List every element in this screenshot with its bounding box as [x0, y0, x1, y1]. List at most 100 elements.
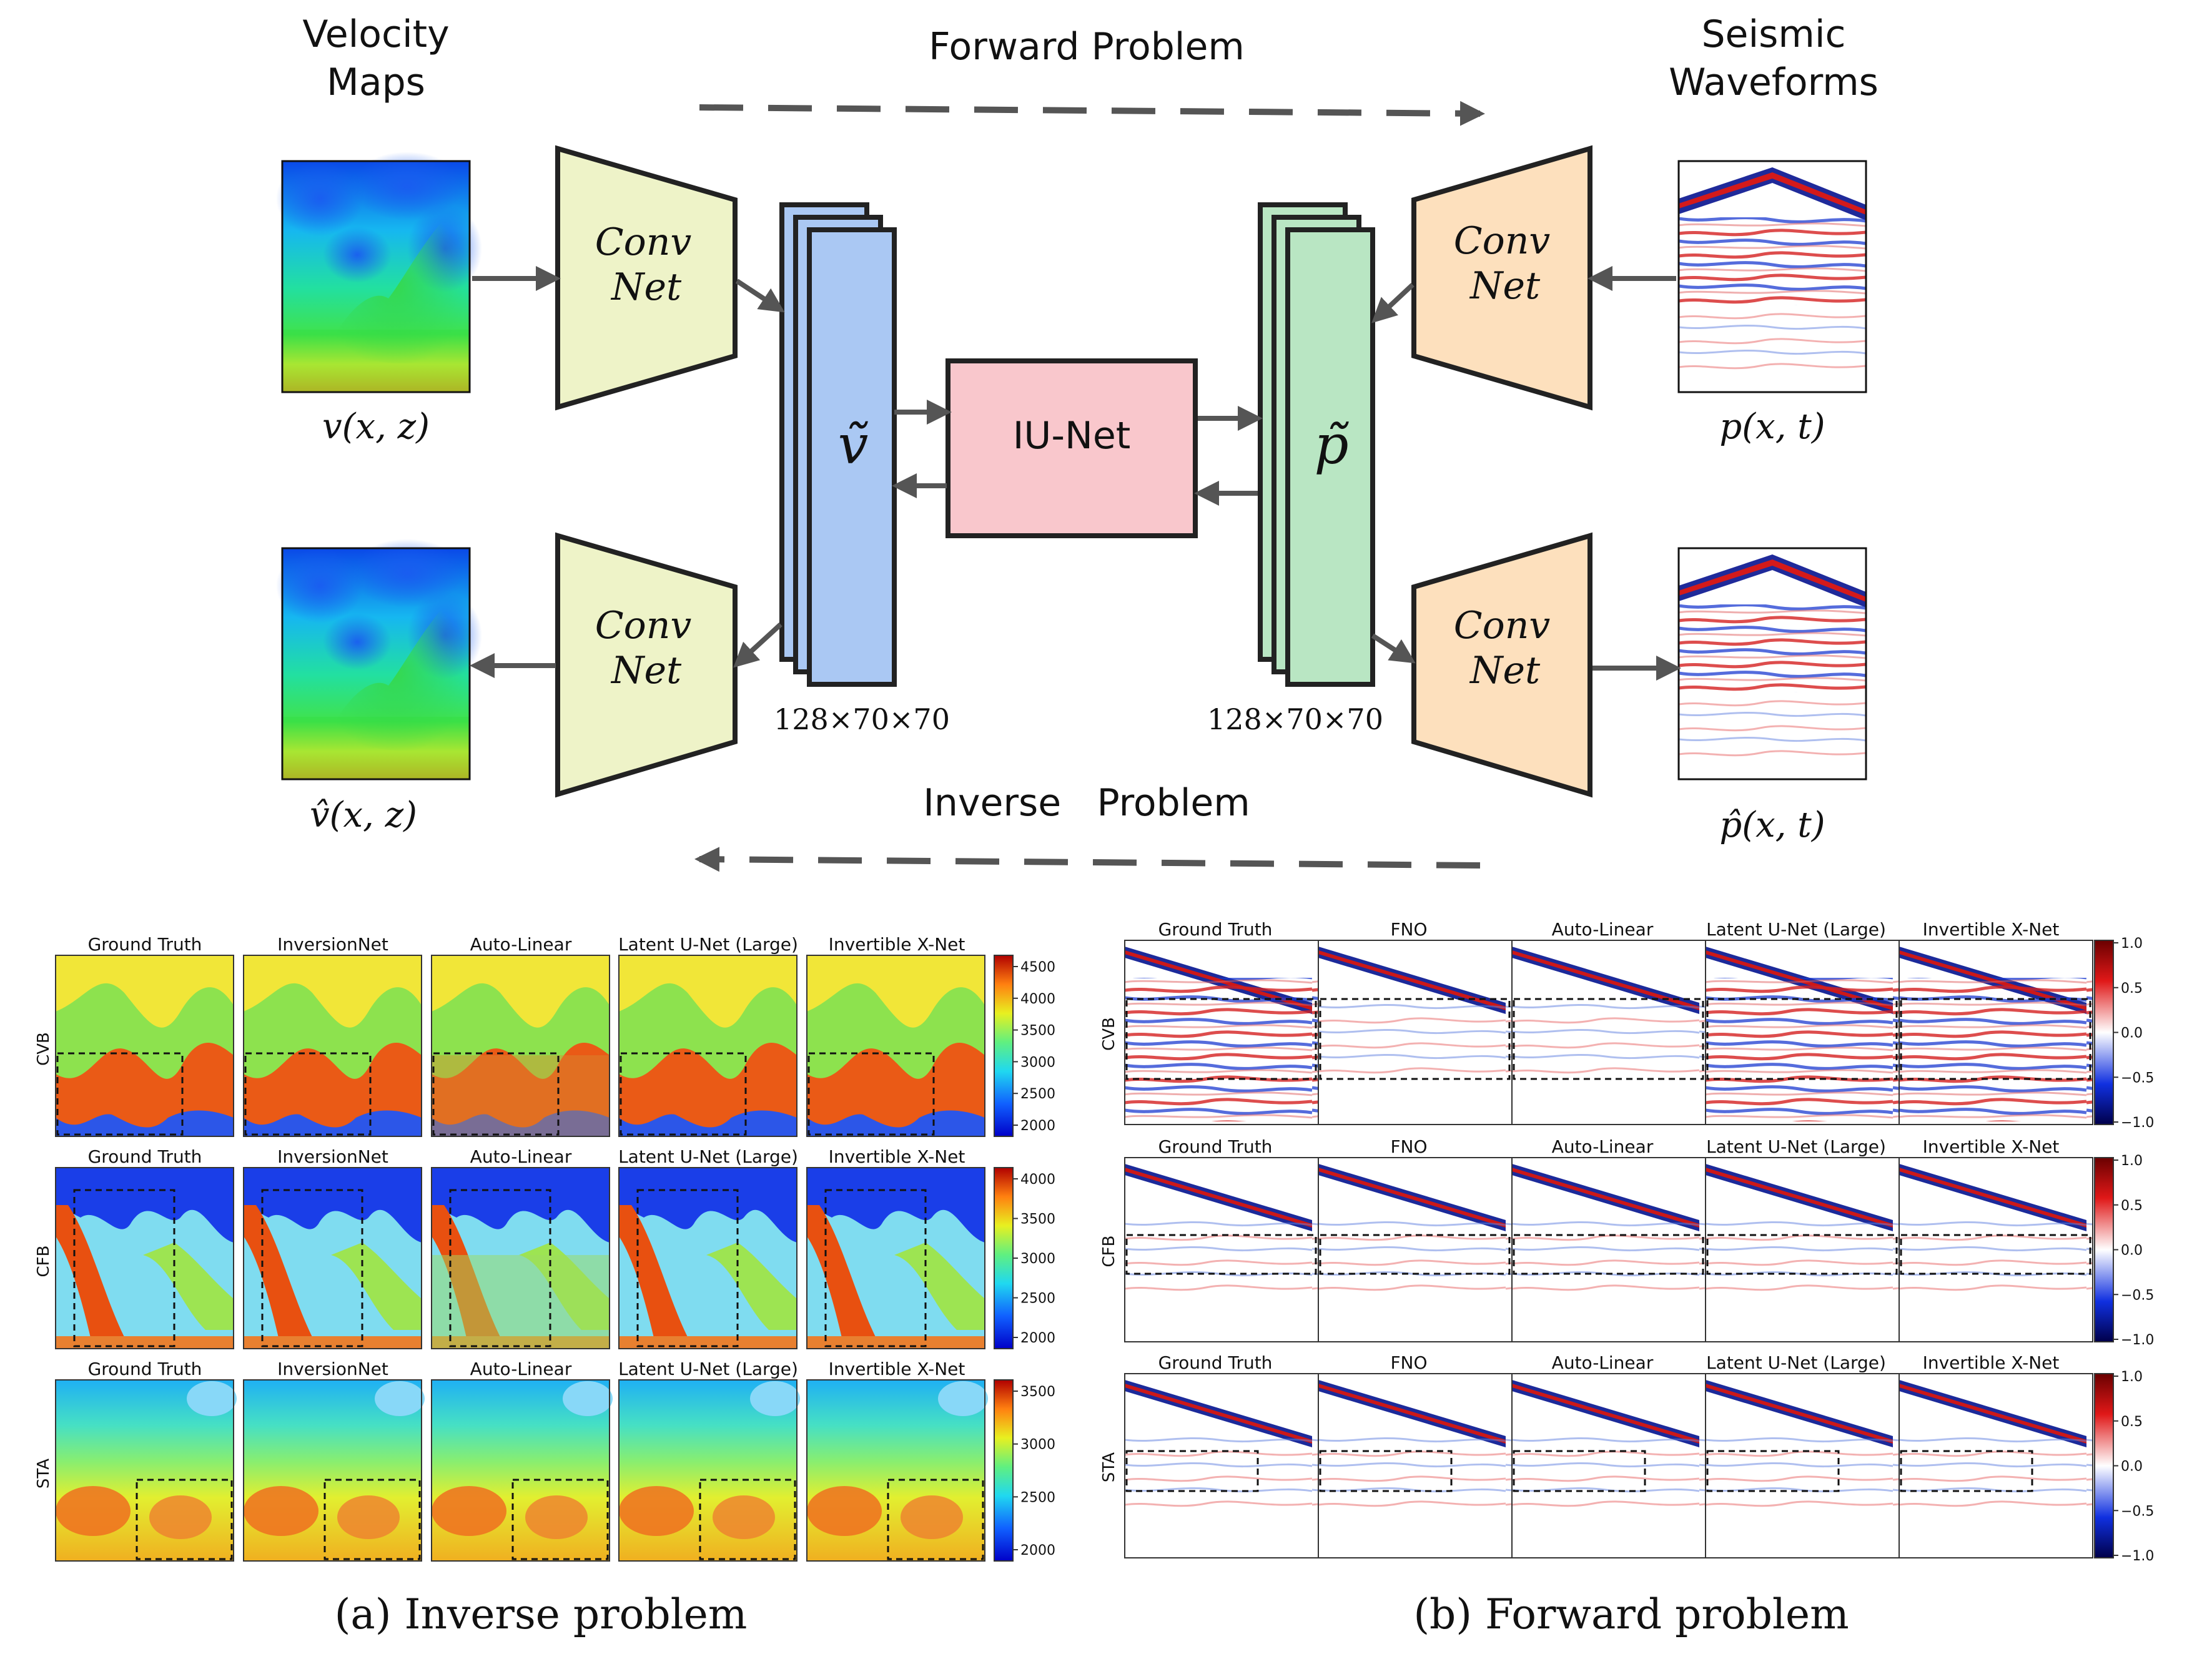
inverse-colorbar-cvb: [994, 955, 1014, 1137]
inverse-map-cfb-invertible-xnet: [806, 1167, 985, 1349]
colorbar-tick-label: 1.0: [2121, 1369, 2143, 1385]
inverse-caption: (a) Inverse problem: [335, 1590, 748, 1638]
colorbar-tick-label: 0.5: [2121, 1414, 2143, 1430]
colorbar-tick-label: 2500: [1020, 1291, 1055, 1307]
forward-problem-label: Forward Problem: [929, 25, 1245, 69]
colorbar-tick-label: 4000: [1020, 992, 1055, 1007]
forward-col-title-r1c2: FNO: [1390, 919, 1427, 940]
inverse-map-cfb-auto-linear: [431, 1167, 610, 1349]
forward-col-title-r2c4: Latent U-Net (Large): [1706, 1136, 1886, 1157]
input-velocity-label: v(x, z): [322, 406, 430, 447]
forward-map-cfb-fno: [1318, 1157, 1513, 1342]
inverse-map-sta-auto-linear: [431, 1379, 613, 1562]
forward-col-title-r3c2: FNO: [1390, 1352, 1427, 1373]
iunet-label: IU-Net: [1013, 414, 1131, 458]
top-diagram: Velocity Maps Seismic Waveforms Forward …: [276, 12, 1879, 872]
input-velocity-map: [276, 152, 482, 393]
inverse-colorbar-sta: [994, 1379, 1014, 1562]
inverse-row-label-cfb: CFB: [34, 1246, 53, 1277]
velocity-encoder-line1: Conv: [595, 220, 692, 264]
colorbar-tick-label: 2000: [1020, 1543, 1055, 1558]
velocity-decoder-line2: Net: [610, 649, 682, 692]
latent-seismic-stack: p̃: [1258, 202, 1375, 687]
inverse-problem-label: Inverse Problem: [923, 781, 1250, 825]
forward-col-title-r2c5: Invertible X-Net: [1923, 1136, 2060, 1157]
latent-seismic-symbol: p̃: [1314, 414, 1349, 476]
latent-velocity-symbol: ṽ: [838, 414, 869, 476]
forward-map-sta-fno: [1318, 1373, 1513, 1558]
inverse-col-title-r2c2: InversionNet: [277, 1146, 388, 1167]
latent-seismic-dims: 128×70×70: [1207, 702, 1383, 736]
input-seismic-map: [1677, 160, 1867, 393]
forward-map-cvb-ground-truth: [1124, 940, 1319, 1125]
inverse-row-label-cvb: CVB: [34, 1032, 53, 1066]
inverse-col-title-r1c3: Auto-Linear: [470, 934, 572, 955]
colorbar-tick-label: 3000: [1020, 1251, 1055, 1267]
forward-map-cfb-invertible-xnet: [1898, 1157, 2093, 1342]
forward-map-sta-invertible-xnet: [1898, 1373, 2093, 1558]
velocity-title-line2: Maps: [327, 61, 425, 104]
forward-colorbar-cfb: [2094, 1157, 2114, 1342]
inverse-row-label-sta: STA: [34, 1459, 53, 1489]
forward-map-cfb-latent-unet: [1705, 1157, 1900, 1342]
output-velocity-map: [276, 539, 482, 780]
colorbar-tick-label: −1.0: [2121, 1115, 2154, 1131]
forward-map-cvb-latent-unet: [1705, 940, 1900, 1125]
colorbar-tick-label: 0.0: [2121, 1243, 2143, 1259]
seismic-decoder-line1: Conv: [1454, 604, 1551, 647]
forward-col-title-r3c4: Latent U-Net (Large): [1706, 1352, 1886, 1373]
forward-col-title-r1c1: Ground Truth: [1158, 919, 1273, 940]
velocity-decoder-line1: Conv: [595, 604, 692, 647]
inverse-colorbar-ticks: 4500 4000 3500 3000 2500 2000 4000 3500 3000 2500…: [1013, 960, 1055, 1558]
velocity-decoder: [555, 532, 738, 798]
colorbar-tick-label: 3500: [1020, 1023, 1055, 1039]
inverse-col-title-r1c5: Invertible X-Net: [829, 934, 965, 955]
colorbar-tick-label: 0.0: [2121, 1026, 2143, 1041]
colorbar-tick-label: 0.5: [2121, 1198, 2143, 1214]
forward-col-title-r2c1: Ground Truth: [1158, 1136, 1273, 1157]
colorbar-tick-label: −1.0: [2121, 1332, 2154, 1348]
inverse-map-cfb-latent-unet: [618, 1167, 797, 1349]
input-seismic-label: p(x, t): [1719, 406, 1825, 447]
inverse-map-cvb-auto-linear: [431, 955, 610, 1137]
colorbar-tick-label: 0.0: [2121, 1459, 2143, 1475]
inverse-map-cvb-inversionnet: [243, 955, 422, 1137]
colorbar-tick-label: 2000: [1020, 1118, 1055, 1134]
forward-row-label-cfb: CFB: [1100, 1236, 1118, 1268]
colorbar-tick-label: −0.5: [2121, 1070, 2154, 1086]
inverse-map-sta-inversionnet: [243, 1379, 425, 1562]
inverse-col-title-r1c1: Ground Truth: [88, 934, 202, 955]
inverse-col-title-r2c1: Ground Truth: [88, 1146, 202, 1167]
colorbar-tick-label: 4000: [1020, 1172, 1055, 1188]
forward-col-title-r2c3: Auto-Linear: [1552, 1136, 1654, 1157]
forward-col-title-r3c5: Invertible X-Net: [1923, 1352, 2060, 1373]
seismic-title-line2: Waveforms: [1669, 61, 1879, 104]
inverse-col-title-r3c1: Ground Truth: [88, 1359, 202, 1379]
inverse-col-title-r2c3: Auto-Linear: [470, 1146, 572, 1167]
seismic-decoder-line2: Net: [1469, 649, 1541, 692]
forward-map-cfb-ground-truth: [1124, 1157, 1319, 1342]
forward-colorbar-cvb: [2094, 940, 2114, 1125]
forward-map-sta-latent-unet: [1705, 1373, 1900, 1558]
flow-arrows: [470, 266, 1681, 681]
inverse-col-title-r2c5: Invertible X-Net: [829, 1146, 965, 1167]
iunet-block: [946, 358, 1198, 538]
forward-col-title-r3c3: Auto-Linear: [1552, 1352, 1654, 1373]
seismic-encoder-line1: Conv: [1454, 219, 1551, 263]
inverse-map-cvb-invertible-xnet: [806, 955, 985, 1137]
forward-caption: (b) Forward problem: [1413, 1590, 1849, 1638]
inverse-colorbar-cfb: [994, 1167, 1014, 1349]
colorbar-tick-label: 2000: [1020, 1331, 1055, 1346]
inverse-arrow: [694, 847, 1481, 872]
inverse-col-title-r3c5: Invertible X-Net: [829, 1359, 965, 1379]
colorbar-tick-label: 3500: [1020, 1384, 1055, 1400]
inverse-map-cvb-ground-truth: [55, 955, 234, 1137]
latent-velocity-dims: 128×70×70: [774, 702, 950, 736]
seismic-encoder: [1411, 145, 1592, 411]
forward-row-label-cvb: CVB: [1100, 1017, 1118, 1051]
forward-col-title-r3c1: Ground Truth: [1158, 1352, 1273, 1373]
colorbar-tick-label: −0.5: [2121, 1287, 2154, 1303]
forward-col-title-r1c3: Auto-Linear: [1552, 919, 1654, 940]
latent-velocity-stack: ṽ: [779, 202, 897, 687]
